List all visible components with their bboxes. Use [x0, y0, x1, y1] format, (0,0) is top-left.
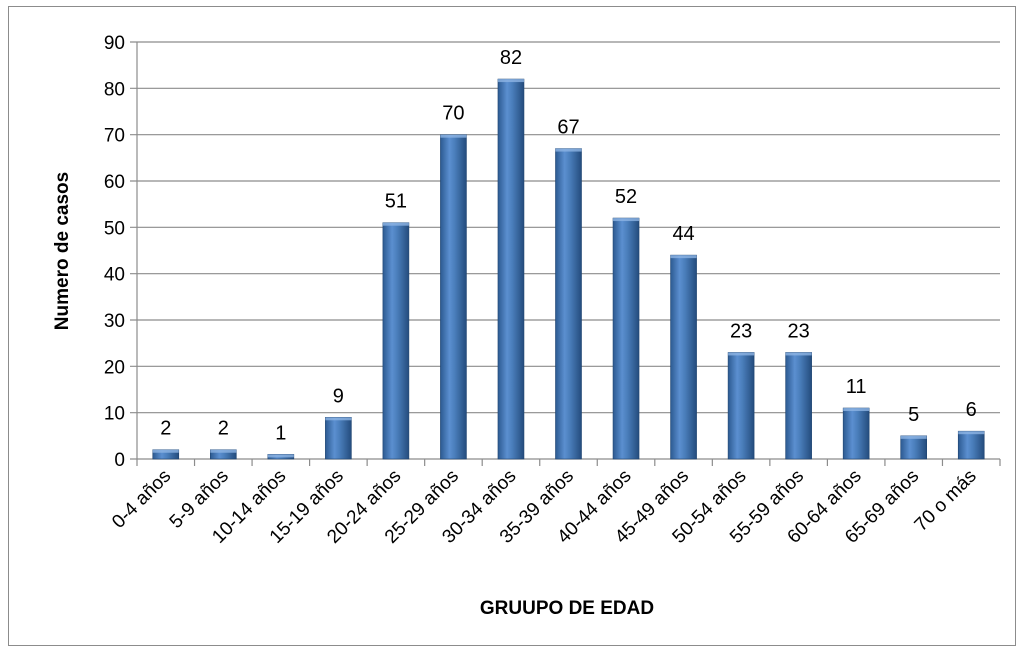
y-axis-ticks: 0 10 20 30 40 50 60 70 80 90 — [104, 33, 125, 471]
y-axis-title: Numero de casos — [52, 172, 73, 330]
data-label: 52 — [615, 186, 637, 208]
data-label: 9 — [333, 385, 344, 407]
bar — [612, 217, 640, 460]
bar — [900, 435, 928, 460]
y-tick-label: 40 — [104, 265, 125, 286]
data-label: 2 — [218, 418, 229, 440]
bar — [555, 148, 582, 460]
data-label: 44 — [672, 223, 694, 245]
y-tick-label: 20 — [104, 357, 125, 378]
x-tick-label: 0-4 años — [108, 466, 175, 533]
y-tick-label: 50 — [104, 218, 125, 239]
data-label: 23 — [730, 320, 752, 342]
y-tick-label: 90 — [104, 33, 125, 54]
bar — [670, 254, 697, 460]
data-label: 1 — [275, 422, 286, 444]
data-labels: 2 2 1 9 51 70 82 67 52 44 23 23 11 5 6 — [160, 47, 977, 444]
y-tick-label: 60 — [104, 172, 125, 193]
bar — [957, 430, 985, 460]
bar — [152, 449, 180, 460]
data-label: 2 — [160, 418, 171, 440]
bar — [785, 352, 812, 460]
y-tick-label: 10 — [104, 404, 125, 425]
data-label: 82 — [500, 47, 522, 69]
bar — [382, 222, 410, 460]
y-tick-label: 0 — [114, 450, 125, 471]
bar — [267, 454, 295, 460]
y-tick-label: 30 — [104, 311, 125, 332]
bar — [727, 352, 755, 460]
y-tick-label: 80 — [104, 79, 125, 100]
data-label: 70 — [442, 103, 464, 125]
data-label: 67 — [557, 117, 579, 139]
bar — [325, 416, 352, 460]
bar — [842, 407, 870, 460]
x-tick-label: 70 o más — [911, 466, 981, 536]
data-label: 51 — [385, 191, 407, 213]
x-axis-title: GRUUPO DE EDAD — [480, 598, 654, 619]
bar — [210, 449, 237, 460]
bars — [152, 78, 985, 460]
bar — [440, 134, 467, 460]
bar — [497, 78, 525, 460]
data-label: 11 — [846, 376, 867, 398]
y-tick-label: 70 — [104, 126, 125, 147]
data-label: 5 — [908, 404, 919, 426]
data-label: 23 — [788, 320, 810, 342]
data-label: 6 — [966, 399, 977, 421]
